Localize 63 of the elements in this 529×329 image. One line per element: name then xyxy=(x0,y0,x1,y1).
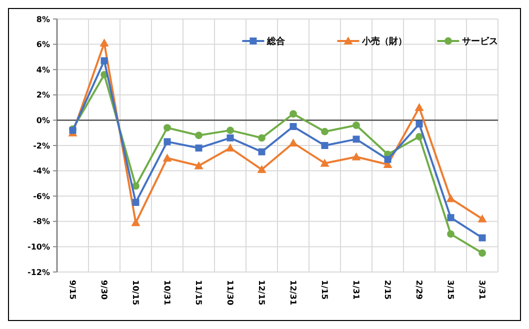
point xyxy=(447,214,454,222)
y-tick-label: 2% xyxy=(36,90,50,100)
x-tick-label: 2/29 xyxy=(414,280,424,300)
point xyxy=(257,165,266,174)
y-tick-label: -4% xyxy=(33,166,50,176)
y-tick-label: 8% xyxy=(36,14,50,24)
point xyxy=(226,126,234,134)
point xyxy=(194,161,204,170)
point xyxy=(290,110,297,118)
y-tick-label: 4% xyxy=(36,65,50,74)
point xyxy=(447,230,454,238)
x-tick-label: 9/15 xyxy=(68,280,77,300)
y-tick-label: -12% xyxy=(28,268,50,277)
point xyxy=(132,198,140,206)
point xyxy=(352,122,360,129)
x-tick-label: 3/15 xyxy=(446,280,455,300)
point xyxy=(384,156,392,163)
point xyxy=(164,124,171,132)
point xyxy=(195,132,202,140)
point xyxy=(478,214,487,222)
x-tick-label: 10/15 xyxy=(130,280,140,306)
x-tick-label: 10/31 xyxy=(162,280,172,306)
x-tick-label: 1/15 xyxy=(320,280,329,300)
x-tick-label: 1/31 xyxy=(351,280,360,300)
y-tick-label: 6% xyxy=(36,40,50,50)
point xyxy=(416,120,423,128)
x-tick-label: 2/15 xyxy=(382,280,392,300)
point xyxy=(416,132,423,140)
point xyxy=(352,152,361,160)
x-tick-label: 12/31 xyxy=(288,280,298,306)
point xyxy=(258,134,266,142)
point xyxy=(320,158,330,167)
y-tick-label: -10% xyxy=(28,242,50,252)
point xyxy=(352,136,360,143)
y-tick-label: -2% xyxy=(33,141,50,150)
legend-label: サービス xyxy=(462,36,498,48)
x-tick-label: 3/31 xyxy=(477,280,486,300)
point xyxy=(100,38,109,47)
point xyxy=(131,218,140,226)
x-tick-label: 11/15 xyxy=(194,280,203,306)
x-tick-label: 11/30 xyxy=(225,280,234,306)
point xyxy=(258,148,266,156)
legend-label: 総合 xyxy=(266,36,286,48)
y-tick-label: -6% xyxy=(33,192,50,201)
point xyxy=(321,142,328,149)
point xyxy=(226,144,235,152)
point xyxy=(226,134,234,142)
point xyxy=(288,138,298,146)
point xyxy=(195,144,202,152)
x-tick-label: 12/15 xyxy=(256,280,266,306)
point xyxy=(414,103,424,112)
y-tick-label: 0% xyxy=(36,116,50,125)
point xyxy=(446,194,456,202)
point xyxy=(290,123,297,130)
legend-label: 小売（財） xyxy=(361,36,408,48)
point xyxy=(321,128,328,136)
point xyxy=(478,234,486,242)
point xyxy=(162,154,172,162)
y-tick-label: -8% xyxy=(33,217,50,226)
point xyxy=(478,249,486,257)
point xyxy=(100,57,108,64)
point xyxy=(164,138,171,146)
x-tick-label: 9/30 xyxy=(99,280,108,300)
